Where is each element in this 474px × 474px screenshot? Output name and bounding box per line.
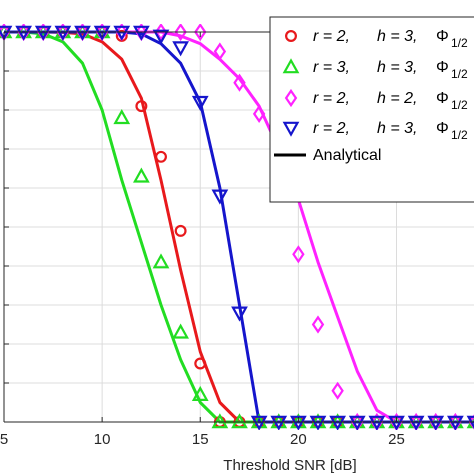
legend-box bbox=[269, 16, 474, 203]
marker-triangle-up bbox=[133, 167, 150, 183]
legend-label-r: r = 2, bbox=[313, 120, 350, 137]
marker-triangle-up bbox=[282, 58, 300, 74]
legend-entry-4: r = 2, h = 3, Φ 1/2 bbox=[282, 120, 468, 142]
marker-diamond bbox=[252, 104, 266, 124]
x-axis-label: Threshold SNR [dB] bbox=[223, 457, 356, 474]
marker-triangle-down bbox=[133, 25, 150, 41]
legend-label-h: h = 3, bbox=[377, 28, 417, 45]
marker-triangle-up bbox=[172, 323, 189, 339]
marker-triangle-up bbox=[113, 109, 131, 125]
marker-diamond bbox=[233, 73, 246, 92]
marker-triangle-down bbox=[427, 415, 445, 430]
legend-label-h: h = 3, bbox=[377, 59, 417, 76]
marker-circle bbox=[155, 150, 167, 163]
legend-entry-2: r = 3, h = 3, Φ 1/2 bbox=[282, 58, 468, 81]
legend-entry-5: Analytical bbox=[274, 147, 381, 164]
marker-circle bbox=[285, 30, 297, 42]
marker-diamond bbox=[292, 245, 305, 264]
axes: 5 10 15 20 25 bbox=[0, 31, 474, 448]
marker-triangle-down bbox=[211, 189, 229, 205]
x-tick-label: 25 bbox=[388, 431, 405, 448]
legend-label-analytical: Analytical bbox=[313, 147, 381, 164]
legend-label-phi: Φ bbox=[436, 90, 449, 107]
marker-triangle-down bbox=[348, 415, 366, 430]
marker-triangle-down bbox=[15, 25, 32, 41]
marker-diamond bbox=[213, 42, 227, 61]
marker-triangle-down bbox=[270, 415, 288, 430]
marker-circle bbox=[135, 100, 148, 113]
legend-label-r: r = 2, bbox=[313, 90, 350, 107]
marker-triangle-down bbox=[93, 25, 111, 41]
legend-entry-1: r = 2, h = 3, Φ 1/2 bbox=[285, 28, 468, 50]
marker-triangle-up bbox=[191, 385, 209, 401]
legend-label-phi: Φ bbox=[436, 59, 449, 76]
legend-label-phi: Φ bbox=[436, 28, 449, 45]
marker-triangle-up bbox=[231, 413, 248, 429]
marker-triangle-up bbox=[211, 413, 229, 429]
marker-triangle-down bbox=[290, 415, 307, 430]
series-4-markers bbox=[0, 25, 474, 430]
marker-triangle-down bbox=[368, 415, 386, 430]
marker-triangle-down bbox=[191, 95, 209, 111]
marker-triangle-down bbox=[74, 25, 91, 41]
legend-label-sub: 1/2 bbox=[451, 36, 468, 50]
legend-entry-3: r = 2, h = 2, Φ 1/2 bbox=[284, 88, 468, 112]
marker-triangle-down bbox=[113, 25, 131, 41]
marker-diamond bbox=[284, 88, 298, 108]
marker-triangle-down bbox=[407, 415, 425, 430]
marker-triangle-up bbox=[152, 253, 170, 269]
marker-diamond bbox=[468, 414, 474, 430]
marker-triangle-down bbox=[388, 415, 405, 430]
marker-triangle-down bbox=[309, 415, 327, 430]
marker-triangle-down bbox=[231, 306, 248, 322]
legend-label-phi: Φ bbox=[436, 120, 449, 137]
marker-triangle-down bbox=[250, 415, 268, 430]
legend-label-h: h = 2, bbox=[377, 90, 417, 107]
marker-diamond bbox=[311, 315, 325, 334]
legend-label-r: r = 2, bbox=[313, 28, 350, 45]
legend: r = 2, h = 3, Φ 1/2r = 3, h = 3, Φ 1/2r = 2, h … bbox=[269, 16, 474, 203]
marker-triangle-down bbox=[466, 415, 474, 429]
marker-circle bbox=[174, 224, 187, 237]
x-tick-label: 20 bbox=[290, 431, 307, 448]
marker-triangle-down bbox=[447, 415, 464, 430]
marker-triangle-down bbox=[152, 29, 170, 45]
legend-label-r: r = 3, bbox=[313, 59, 350, 76]
legend-label-sub: 1/2 bbox=[451, 67, 468, 81]
x-tick-label: 15 bbox=[192, 431, 209, 448]
marker-triangle-down bbox=[329, 415, 346, 430]
x-tick-label: 5 bbox=[0, 431, 8, 448]
x-tick-label: 10 bbox=[94, 431, 111, 448]
legend-label-sub: 1/2 bbox=[451, 128, 468, 142]
marker-triangle-down bbox=[282, 121, 300, 137]
marker-diamond bbox=[174, 24, 187, 42]
marker-triangle-down bbox=[54, 25, 72, 41]
legend-label-h: h = 3, bbox=[377, 120, 417, 137]
marker-triangle-down bbox=[0, 25, 13, 41]
marker-circle bbox=[194, 357, 207, 370]
marker-diamond bbox=[331, 381, 344, 400]
marker-diamond bbox=[194, 24, 207, 42]
legend-label-sub: 1/2 bbox=[451, 98, 468, 112]
marker-triangle-down bbox=[34, 25, 52, 41]
marker-triangle-down bbox=[172, 41, 189, 57]
